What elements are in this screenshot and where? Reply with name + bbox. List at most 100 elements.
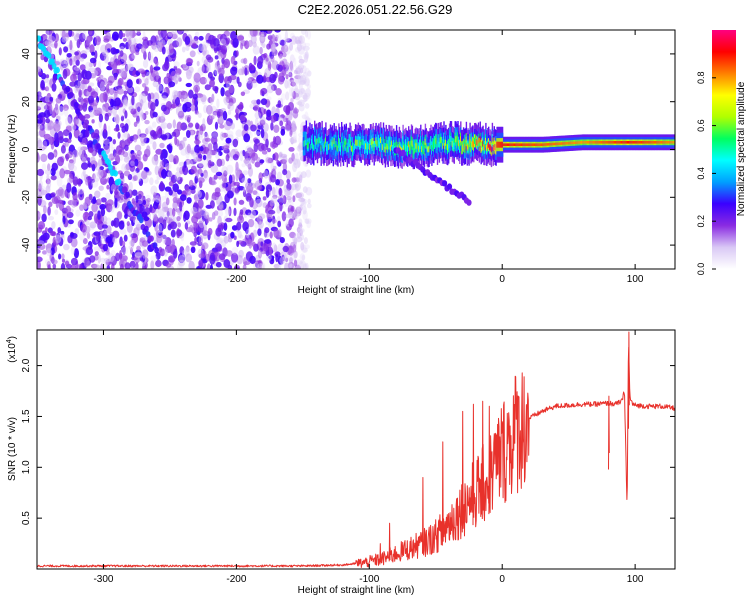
noise-blob	[98, 185, 104, 191]
noise-blob	[130, 238, 135, 247]
noise-blob	[114, 97, 121, 107]
snr-y-label: SNR (10 * v/v)	[7, 417, 18, 481]
signal-cell	[575, 141, 577, 144]
noise-blob	[305, 218, 312, 225]
noise-blob	[266, 30, 272, 34]
noise-blob	[302, 71, 308, 78]
noise-blob	[59, 221, 65, 230]
noise-blob	[279, 39, 286, 46]
noise-blob	[270, 174, 277, 183]
noise-blob	[288, 212, 294, 218]
noise-blob	[114, 189, 119, 196]
noise-blob	[269, 231, 273, 239]
noise-blob	[225, 154, 230, 162]
noise-blob	[113, 217, 120, 228]
noise-blob	[77, 72, 82, 82]
noise-blob	[186, 197, 192, 204]
noise-blob	[91, 119, 95, 124]
noise-blob	[161, 95, 168, 101]
noise-blob	[164, 189, 169, 201]
noise-blob	[242, 264, 247, 269]
noise-blob	[262, 243, 269, 252]
noise-blob	[165, 197, 170, 206]
noise-blob	[244, 67, 248, 76]
signal-cell	[568, 141, 570, 145]
noise-blob	[103, 54, 109, 64]
noise-blob	[168, 189, 173, 196]
noise-blob	[302, 78, 307, 84]
snr-frame	[36, 329, 676, 570]
signal-cell	[422, 144, 425, 151]
noise-blob	[67, 138, 72, 144]
noise-blob	[210, 264, 213, 269]
noise-blob	[186, 130, 191, 138]
noise-blob	[153, 154, 159, 162]
noise-blob	[285, 73, 289, 80]
noise-blob	[228, 98, 234, 107]
noise-blob	[260, 98, 268, 106]
noise-blob	[301, 114, 307, 120]
noise-blob	[94, 177, 100, 182]
noise-blob	[126, 221, 130, 227]
noise-blob	[279, 256, 286, 265]
noise-blob	[49, 104, 53, 115]
noise-blob	[77, 188, 85, 195]
noise-blob	[239, 209, 244, 216]
noise-blob	[208, 217, 213, 222]
noise-blob	[73, 66, 81, 71]
noise-blob	[68, 132, 73, 140]
signal-cell	[493, 141, 495, 148]
noise-blob	[206, 104, 213, 115]
signal-cell	[652, 141, 655, 144]
signal-cell	[505, 143, 508, 146]
noise-blob	[269, 199, 275, 207]
noise-blob	[265, 57, 269, 62]
noise-blob	[255, 192, 260, 199]
noise-blob	[287, 211, 292, 218]
noise-blob	[192, 93, 198, 100]
signal-cell	[531, 143, 534, 146]
noise-blob	[189, 50, 196, 58]
noise-blob	[241, 163, 246, 168]
noise-blob	[284, 62, 291, 68]
colorbar-gradient	[712, 30, 736, 269]
noise-blob	[48, 201, 53, 208]
signal-cell	[460, 136, 462, 143]
noise-blob	[207, 160, 212, 169]
noise-blob	[266, 84, 274, 94]
signal-cell	[464, 143, 467, 150]
noise-blob	[162, 63, 169, 72]
noise-blob	[165, 263, 172, 268]
noise-blob	[100, 207, 106, 217]
noise-blob	[134, 222, 142, 228]
noise-blob	[104, 113, 110, 122]
signal-cell	[384, 146, 387, 153]
noise-blob	[92, 196, 97, 204]
signal-cell	[388, 139, 390, 146]
noise-blob	[171, 131, 177, 137]
diagonal-trace-point	[68, 91, 74, 99]
signal-cell	[615, 141, 617, 144]
signal-cell	[416, 143, 418, 150]
noise-blob	[182, 64, 190, 71]
noise-blob	[289, 231, 296, 239]
signal-cell	[665, 141, 668, 144]
noise-blob	[207, 227, 213, 236]
noise-blob	[142, 112, 147, 121]
noise-blob	[242, 170, 249, 176]
noise-blob	[271, 34, 276, 44]
noise-blob	[45, 74, 50, 79]
signal-cell	[431, 145, 433, 151]
diagonal-trace-point	[149, 235, 154, 242]
noise-blob	[276, 33, 282, 44]
noise-blob	[221, 166, 229, 176]
signal-cell	[586, 141, 588, 144]
noise-blob	[258, 264, 262, 269]
noise-blob	[127, 209, 131, 216]
noise-blob	[131, 37, 139, 44]
noise-blob	[260, 30, 267, 33]
noise-blob	[206, 66, 212, 72]
signal-cell	[461, 144, 464, 151]
signal-cell	[312, 142, 314, 149]
signal-cell	[473, 141, 475, 148]
